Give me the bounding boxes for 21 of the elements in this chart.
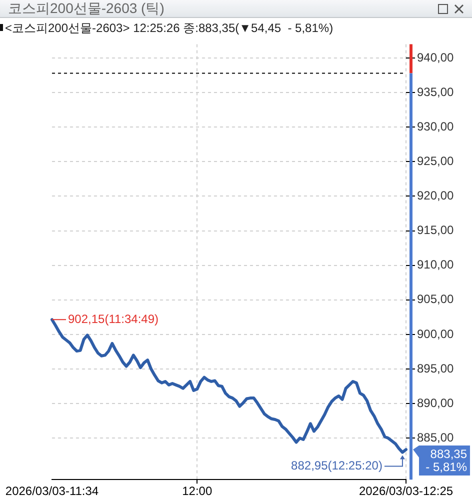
- y-tick-label: 895,00: [417, 361, 454, 376]
- y-tick-label: 890,00: [417, 396, 454, 410]
- y-tick-label: 900,00: [417, 326, 454, 341]
- y-tick-label: 920,00: [417, 188, 454, 203]
- chart-subtitle: <코스피200선물-2603> 12:25:26 종:883,35(▼54,45 - 5,81%): [5, 21, 334, 35]
- y-tick-label: 915,00: [417, 223, 454, 238]
- y-tick-label: 940,00: [417, 50, 454, 64]
- annotation: 882,95(12:25:20): [291, 458, 382, 473]
- annotation: 902,15(11:34:49): [68, 312, 159, 326]
- y-tick-label: 885,00: [417, 430, 454, 444]
- y-tick-label: 935,00: [417, 84, 454, 99]
- x-tick-label: 2026/03/03-12:25: [358, 484, 454, 498]
- y-tick-label: 910,00: [417, 258, 454, 272]
- y-tick-label: 905,00: [417, 292, 454, 306]
- annotation: 883,35: [430, 446, 468, 461]
- x-tick-label: 2026/03/03-11:34: [5, 484, 99, 498]
- x-tick-label: 12:00: [182, 484, 212, 498]
- y-tick-label: 930,00: [417, 119, 454, 134]
- text: - 5,81%: [426, 460, 468, 474]
- chart-title: 코스피200선물-2603 (틱): [8, 0, 164, 17]
- y-tick-label: 925,00: [417, 154, 454, 168]
